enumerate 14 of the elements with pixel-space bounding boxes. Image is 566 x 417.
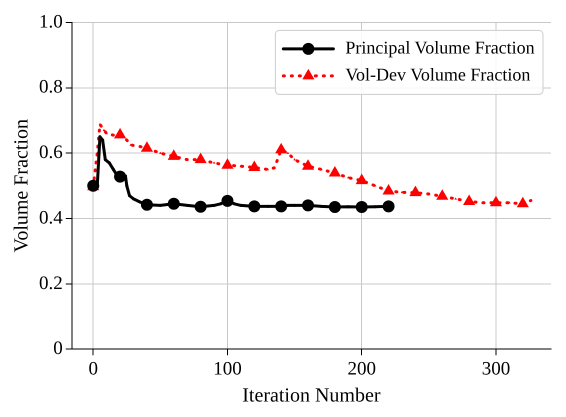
x-tick-label: 0 bbox=[88, 358, 98, 380]
y-tick-label: 0.2 bbox=[39, 272, 63, 294]
x-axis-title: Iteration Number bbox=[242, 384, 381, 406]
y-tick-label: 0.4 bbox=[39, 207, 64, 228]
y-tick-label: 0.6 bbox=[39, 142, 63, 164]
legend-label: Vol-Dev Volume Fraction bbox=[345, 64, 530, 85]
x-tick-label: 200 bbox=[347, 358, 376, 380]
y-tick-label: 1.0 bbox=[39, 11, 63, 32]
y-axis-title: Volume Fraction bbox=[10, 119, 32, 253]
x-tick-label: 100 bbox=[213, 358, 242, 380]
legend-label: Principal Volume Fraction bbox=[345, 38, 535, 58]
y-tick-label: 0 bbox=[53, 338, 63, 360]
x-tick-label: 300 bbox=[482, 358, 510, 380]
y-tick-label: 0.8 bbox=[39, 76, 63, 98]
